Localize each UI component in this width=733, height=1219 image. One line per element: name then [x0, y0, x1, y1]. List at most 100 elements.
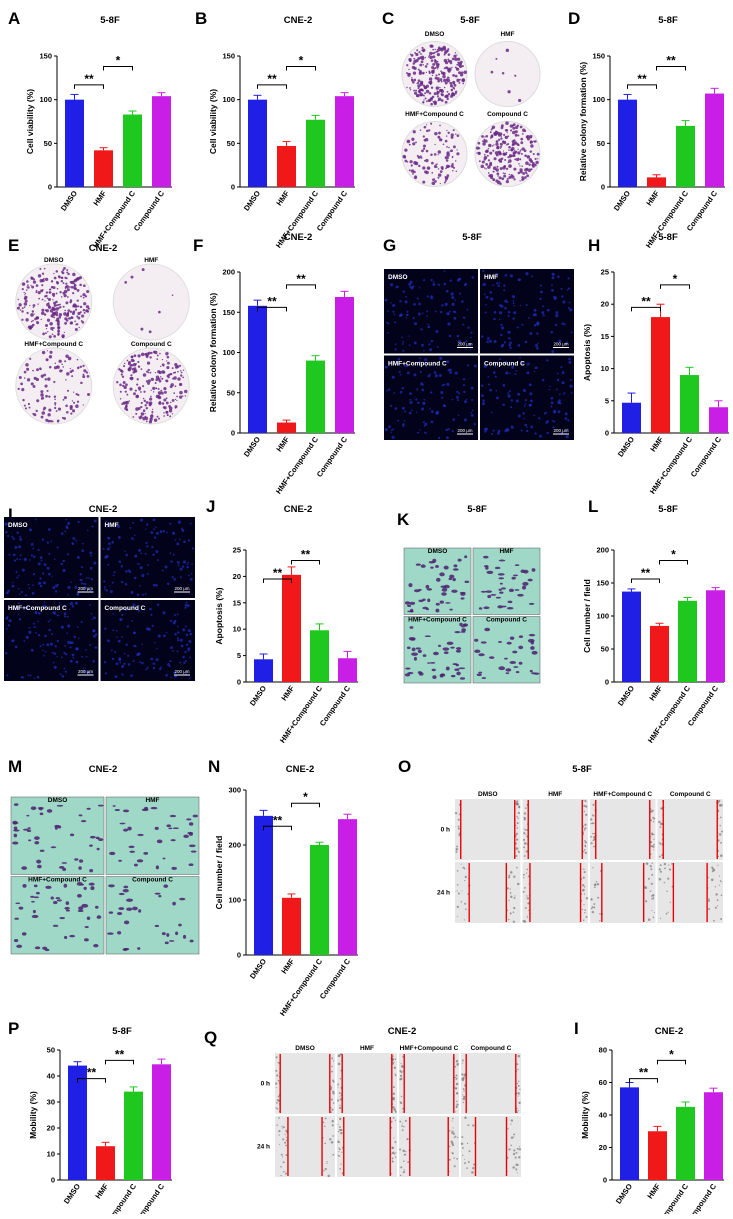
nucleus-dot — [565, 435, 569, 439]
colony-dot — [124, 406, 128, 411]
colony-dot — [502, 172, 505, 175]
colony-dot — [508, 145, 511, 149]
nucleus-dot — [18, 575, 20, 577]
x-tick-label: HMF — [93, 1182, 110, 1201]
cell-speck — [584, 800, 587, 803]
nucleus-dot — [121, 664, 125, 669]
cell-speck — [516, 827, 519, 829]
panel-letter: K — [397, 510, 410, 529]
stained-cell — [508, 588, 514, 593]
nucleus-dot — [39, 577, 42, 580]
nucleus-dot — [455, 395, 459, 399]
cell-speck — [582, 850, 585, 853]
nucleus-dot — [89, 643, 92, 646]
colony-dot — [525, 161, 529, 165]
wound-image — [461, 1116, 521, 1177]
cell-speck — [327, 1174, 331, 1178]
stained-cell — [522, 585, 527, 590]
colony-dot — [154, 350, 158, 355]
wound-column-label: Compound C — [471, 1045, 512, 1052]
colony-dot — [446, 76, 450, 79]
colony-dot — [131, 355, 134, 358]
nucleus-dot — [536, 346, 539, 350]
cell-speck — [516, 1082, 519, 1085]
colony-dot — [145, 380, 149, 383]
stained-cell — [13, 833, 18, 838]
colony-dot — [23, 377, 26, 379]
nucleus-dot — [524, 423, 527, 427]
y-axis-label: Relative colony formation (%) — [578, 62, 588, 182]
nucleus-dot — [471, 399, 474, 402]
colony-dot — [48, 291, 52, 294]
wound-column-label: HMF+Compound C — [400, 1045, 459, 1052]
colony-dot — [483, 167, 486, 169]
stained-cell — [179, 897, 186, 901]
stained-cell — [34, 946, 41, 950]
cell-speck — [714, 886, 717, 888]
colony-dot — [21, 288, 24, 291]
colony-dot — [426, 63, 429, 66]
stained-cell — [460, 597, 465, 600]
stained-cell — [445, 602, 451, 604]
colony-dot — [53, 366, 58, 370]
nucleus-dot — [456, 390, 459, 394]
colony-dot — [523, 149, 527, 153]
nucleus-dot — [79, 573, 82, 576]
nucleus-dot — [427, 323, 429, 325]
nucleus-dot — [550, 396, 554, 400]
colony-dot — [442, 45, 446, 50]
panel-letter: J — [206, 497, 215, 516]
nucleus-dot — [430, 391, 433, 394]
colony-dot — [76, 315, 79, 318]
significance-bracket — [286, 284, 316, 289]
stained-cell — [129, 850, 136, 853]
colony-dot — [32, 280, 37, 284]
wound-image — [455, 799, 521, 860]
bar-dmso — [620, 1087, 639, 1180]
significance-bracket — [286, 65, 316, 71]
colony-dot — [30, 382, 34, 386]
nucleus-dot — [386, 389, 388, 392]
nucleus-dot — [173, 619, 177, 623]
bar-dmso — [622, 591, 641, 682]
colony-dot — [58, 316, 62, 319]
cell-speck — [401, 1122, 403, 1124]
cell-speck — [282, 1161, 285, 1164]
nucleus-dot — [454, 310, 457, 314]
nucleus-dot — [18, 545, 22, 549]
nucleus-dot — [67, 521, 71, 525]
stained-cell — [154, 924, 160, 928]
colony-dot — [136, 394, 139, 397]
colony-dot — [505, 129, 509, 132]
colony-dot — [174, 362, 178, 367]
cell-speck — [667, 911, 669, 913]
colony-dot — [58, 359, 62, 363]
nucleus-dot — [402, 349, 405, 352]
stained-cell — [480, 641, 487, 644]
stained-cell — [172, 827, 180, 830]
colony-dot — [461, 65, 463, 68]
transwell-label: HMF+Compound C — [28, 877, 87, 884]
significance-bracket — [659, 560, 688, 565]
cell-speck — [583, 886, 586, 888]
colony-dot — [413, 89, 416, 92]
stained-cell — [486, 570, 494, 574]
cell-speck — [653, 833, 655, 836]
colony-dot — [66, 269, 69, 272]
colony-dot — [76, 288, 80, 292]
stained-cell — [449, 608, 453, 611]
colony-dot — [81, 314, 85, 318]
stained-cell — [188, 863, 194, 867]
nucleus-dot — [399, 300, 402, 303]
stained-cell — [154, 892, 161, 895]
nucleus-dot — [66, 615, 69, 618]
colony-dot — [500, 157, 504, 160]
nucleus-dot — [141, 643, 143, 645]
stained-cell — [84, 925, 89, 929]
colony-dot — [158, 401, 162, 405]
colony-dot — [520, 137, 524, 141]
colony-dot — [22, 398, 25, 402]
cell-speck — [461, 1073, 464, 1076]
nucleus-dot — [76, 592, 80, 596]
stained-cell — [458, 667, 466, 670]
